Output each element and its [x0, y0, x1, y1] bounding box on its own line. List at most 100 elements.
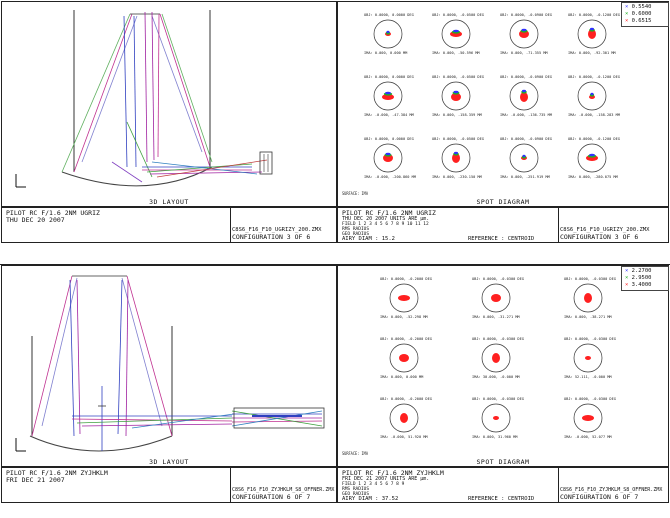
- spot-pattern: [451, 90, 461, 101]
- bottom-spot-table-fields: FIELD 1 2 3 4 5 6 7 8 9: [342, 482, 405, 487]
- spot-field-header: OBJ: 0.0000, -0.0300 DEG: [564, 397, 616, 401]
- bottom-spot-footer-line1: PILOT RC F/1.6 2NM ZYJHKLM: [342, 469, 444, 477]
- top-primary-mirror: [61, 166, 213, 187]
- spot-pattern: [398, 295, 410, 301]
- spot-caption: IMA: 0.000, 0.000 MM: [364, 51, 408, 55]
- spot-field-header: OBJ: 0.0000, 0.0000 DEG: [364, 13, 414, 17]
- spot-caption: IMA: 0.000, -31.271 MM: [472, 315, 520, 319]
- legend-marker: ×: [625, 268, 629, 274]
- spot-field-header: OBJ: 0.0000, -0.0500 DEG: [432, 75, 484, 79]
- top-spot-footer-line2: THU DEC 20 2007 UNITS ARE µm.: [342, 216, 430, 222]
- legend-marker: ×: [625, 275, 629, 281]
- spot-pattern: [586, 153, 598, 161]
- top-wavelength-legend: × 0.5540 × 0.6000 × 0.6515: [621, 2, 669, 27]
- bottom-primary-mirror: [29, 435, 173, 452]
- airy-circle: [441, 19, 471, 49]
- spot-field-header: OBJ: 0.0000, -0.0300 DEG: [472, 397, 524, 401]
- spot-pattern: [589, 92, 595, 99]
- legend-marker: ×: [625, 18, 629, 24]
- legend-label: 0.5540: [631, 4, 652, 10]
- spot-caption: IMA: 30.000, -0.000 MM: [472, 375, 520, 379]
- legend-label: 3.4000: [631, 282, 652, 288]
- top-spot-footer-file: C8S6_F16_F10_UGRIZY_200.ZMX: [560, 227, 650, 233]
- spot-pattern: [584, 293, 592, 303]
- spot-pattern: [399, 354, 409, 362]
- spot-field-header: OBJ: 0.0000, -0.0900 DEG: [500, 137, 552, 141]
- top-spot-reference: REFERENCE : CENTROID: [468, 236, 535, 242]
- top-axes-indicator: [15, 174, 26, 188]
- top-layout-drawing: [15, 10, 273, 188]
- spot-pattern: [521, 154, 527, 160]
- top-spot-footer-line1: PILOT RC F/1.6 2NM UGRIZ: [342, 209, 436, 217]
- airy-circle: [389, 283, 419, 313]
- bottom-ray-bundle: [31, 275, 323, 451]
- bottom-spot-footer-line2: FRI DEC 21 2007 UNITS ARE µm.: [342, 476, 430, 482]
- spot-field-header: OBJ: 0.0000, -0.2000 DEG: [380, 277, 432, 281]
- spot-caption: IMA: -0.000, 52.077 MM: [564, 435, 612, 439]
- airy-circle: [481, 283, 511, 313]
- top-spot-title: SPOT DIAGRAM: [476, 198, 530, 206]
- spot-caption: IMA: 0.000, -38.271 MM: [564, 315, 612, 319]
- bottom-layout-drawing: [15, 275, 325, 452]
- spot-field-header: OBJ: 0.0000, -0.0300 DEG: [564, 337, 616, 341]
- legend-marker: ×: [625, 4, 629, 10]
- section-divider: [0, 264, 670, 265]
- top-layout-footer-line2: THU DEC 20 2007: [6, 216, 65, 224]
- bottom-spot-table-geo: GEO RADIUS: [342, 492, 370, 497]
- top-spot-table-fields: FIELD 1 2 3 4 5 6 7 8 9 10 11 12: [342, 222, 429, 227]
- legend-label: 0.6000: [631, 11, 652, 17]
- airy-circle: [573, 343, 603, 373]
- spot-caption: IMA: -0.000, -136.735 MM: [500, 113, 553, 117]
- spot-caption: IMA: 0.000, -71.355 MM: [500, 51, 548, 55]
- airy-circle: [389, 343, 419, 373]
- bottom-axes-indicator: [15, 438, 26, 452]
- bottom-spot-footer: PILOT RC F/1.6 2NM ZYJHKLM FRI DEC 21 20…: [337, 467, 669, 503]
- bottom-spot-grid: OBJ: 0.0000, -0.2000 DEG IMA: 0.000, -52.…: [380, 277, 616, 439]
- top-spot-grid: OBJ: 0.0000, 0.0000 DEG IMA: 0.000, 0.000…: [364, 13, 621, 179]
- top-spot-airy: AIRY DIAM : 15.2: [342, 236, 395, 242]
- bottom-layout-footer-line1: PILOT RC F/1.6 2NM ZYJHKLM: [6, 469, 108, 477]
- bottom-layout-footer-file: C8S6_F16_F10_ZYJHKLM_S8_OFFNER.ZMX: [232, 487, 335, 493]
- top-layout-footer-file: C8S6_F16_F10_UGRIZY_200.ZMX: [232, 227, 322, 233]
- spot-field-header: OBJ: 0.0000, -0.0300 DEG: [472, 277, 524, 281]
- spot-caption: IMA: -0.000, -47.384 MM: [364, 113, 415, 117]
- airy-circle: [481, 343, 511, 373]
- spot-field-header: OBJ: 0.0000, -0.0500 DEG: [432, 137, 484, 141]
- spot-field-header: OBJ: 0.0000, 0.0000 DEG: [364, 137, 414, 141]
- spot-pattern: [519, 28, 529, 38]
- top-layout-footer-line1: PILOT RC F/1.6 2NM UGRIZ: [6, 209, 100, 217]
- spot-field-header: OBJ: 0.0000, -0.1200 DEG: [568, 137, 620, 141]
- bottom-layout-footer-config: CONFIGURATION 6 OF 7: [232, 493, 311, 501]
- spot-caption: IMA: 0.000, 0.000 MM: [380, 375, 424, 379]
- top-ray-bundle: [61, 11, 268, 183]
- bottom-spot-table-rms: RMS RADIUS: [342, 487, 370, 492]
- airy-circle: [509, 19, 539, 49]
- bottom-layout-panel: 3D LAYOUT: [1, 265, 337, 467]
- spot-pattern: [582, 415, 594, 421]
- airy-circle: [573, 283, 603, 313]
- airy-circle: [509, 81, 539, 111]
- airy-circle: [573, 403, 603, 433]
- spot-field-header: OBJ: 0.0000, -0.0300 DEG: [472, 337, 524, 341]
- top-layout-panel: 3D LAYOUT: [1, 1, 337, 207]
- spot-field-header: OBJ: 0.0000, -0.1200 DEG: [568, 75, 620, 79]
- airy-circle: [481, 403, 511, 433]
- spot-pattern: [588, 27, 596, 39]
- spot-field-header: OBJ: 0.0000, -0.0500 DEG: [432, 13, 484, 17]
- spot-caption: IMA: 52.111, -0.000 MM: [564, 375, 612, 379]
- spot-pattern: [452, 151, 460, 163]
- bottom-wavelength-legend: × 2.2700 × 2.9500 × 3.4000: [621, 266, 669, 291]
- top-spot-table-geo: GEO RADIUS: [342, 232, 370, 237]
- airy-circle: [441, 81, 471, 111]
- airy-circle: [577, 81, 607, 111]
- spot-caption: IMA: 0.000, 31.960 MM: [472, 435, 518, 439]
- top-surface-label: SURFACE: IMA: [342, 191, 369, 196]
- airy-circle: [373, 19, 403, 49]
- top-spot-table-rms: RMS RADIUS: [342, 227, 370, 232]
- top-spot-footer-config: CONFIGURATION 3 OF 6: [560, 233, 639, 241]
- top-layout-footer-config: CONFIGURATION 3 OF 6: [232, 233, 311, 241]
- bottom-instrument-box: [233, 407, 325, 429]
- spot-pattern: [450, 29, 462, 37]
- spot-field-header: OBJ: 0.0000, -0.1200 DEG: [568, 13, 620, 17]
- legend-label: 2.2700: [631, 268, 652, 274]
